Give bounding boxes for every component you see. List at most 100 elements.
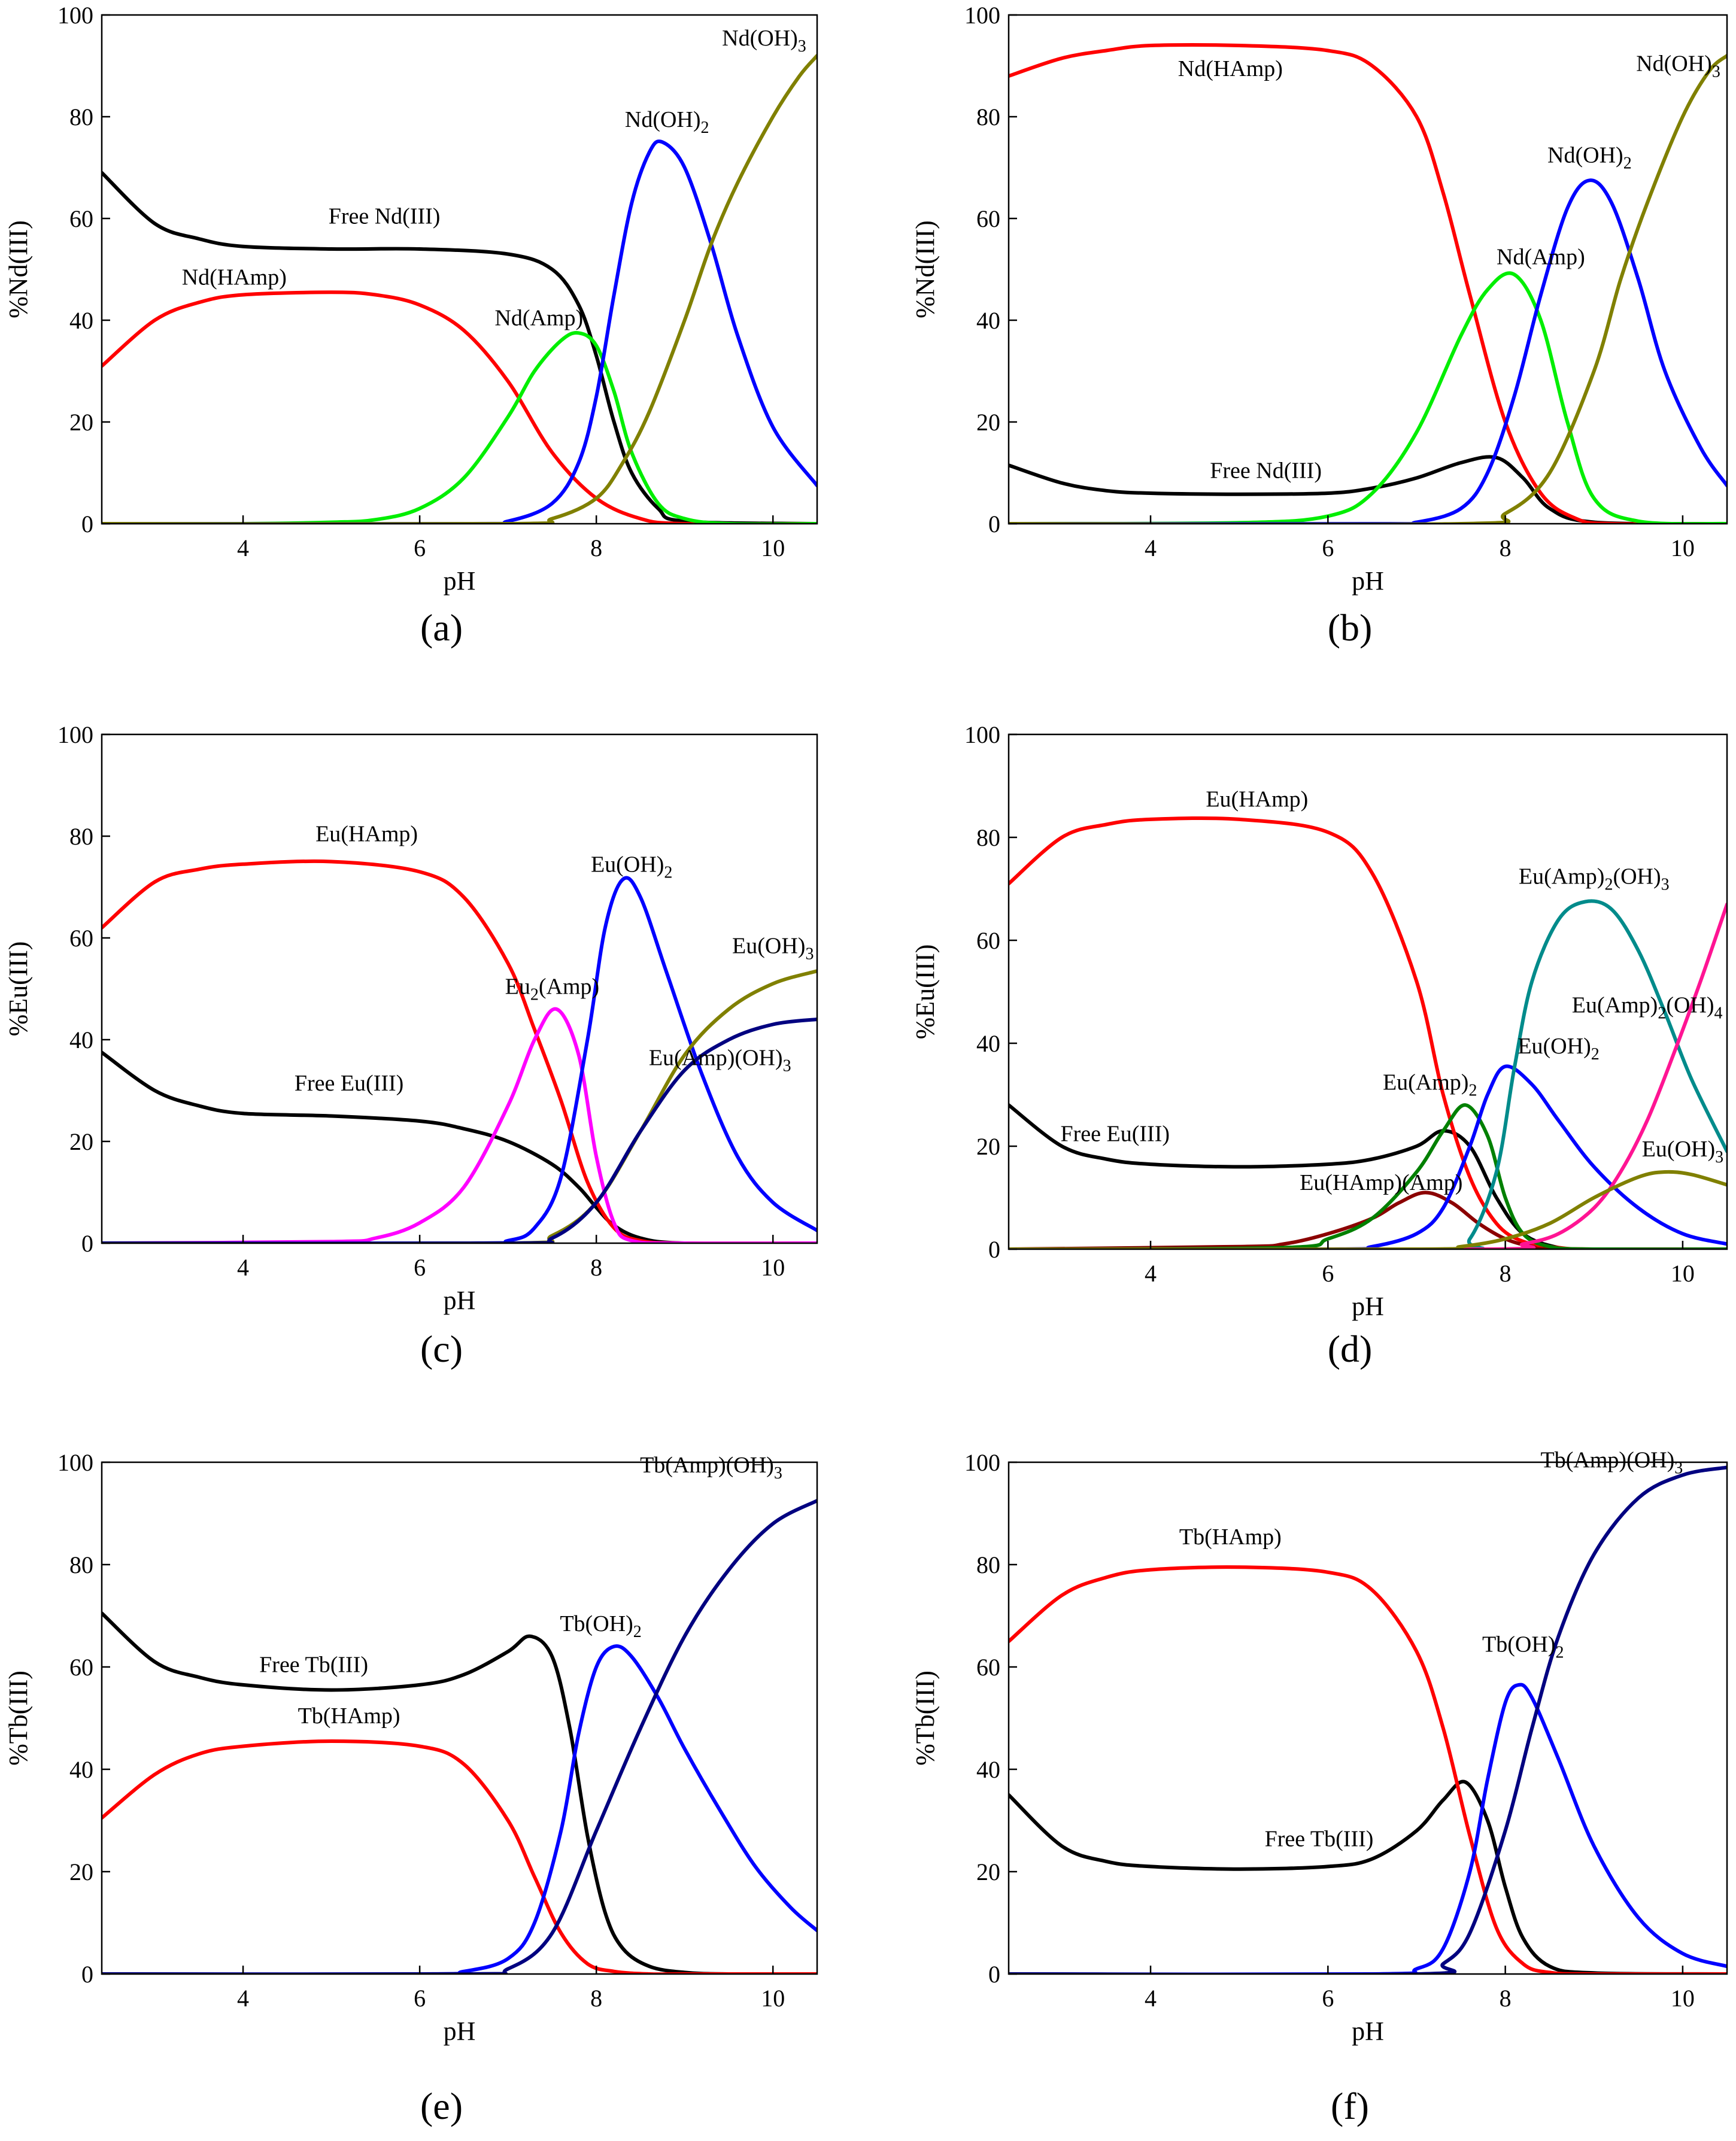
x-tick-label: 6 (414, 535, 426, 561)
curve-label-subscript: 2 (1623, 154, 1632, 173)
curve-label-text: Eu(OH) (1518, 1034, 1591, 1059)
curve-label: Tb(HAmp) (1179, 1524, 1282, 1550)
curve-label-text: Free Eu(III) (295, 1071, 404, 1096)
series-line-nd-hamp (1009, 42, 1727, 524)
curve-label: Eu(Amp)(OH)3 (649, 1046, 791, 1076)
y-tick-label: 100 (964, 721, 1000, 748)
x-tick-label: 8 (590, 1254, 602, 1281)
x-tick-label: 4 (1145, 1985, 1157, 2012)
panel-label: (d) (1328, 1328, 1373, 1370)
curve-label: Free Nd(III) (1210, 458, 1322, 484)
series-line-eu-hamp-amp (1009, 1191, 1727, 1249)
x-tick-label: 8 (1500, 535, 1512, 561)
chart-panel-c: 0 20 40 60 80 100 4 6 8 10 pH %Eu(III) (c) Eu(HAmp) Fr… (4, 721, 818, 1370)
x-tick-label: 4 (237, 1985, 249, 2012)
curve-label: Free Nd(III) (329, 204, 441, 229)
x-axis-label: pH (444, 566, 476, 596)
curve-label-text: Tb(OH) (560, 1611, 633, 1636)
curve-label-text: (OH) (1666, 992, 1714, 1018)
curve-label: Nd(Amp) (1497, 245, 1585, 270)
panel-label: (b) (1328, 606, 1373, 649)
series-line-tb-amp-oh-3 (102, 1499, 817, 1974)
curve-label-text: Eu(HAmp) (1206, 786, 1308, 812)
chart-panel-b: 0 20 40 60 80 100 4 6 8 10 pH %Nd(III) (b) Nd(HAmp) Fr… (911, 2, 1728, 649)
series-line-nd-oh-2 (102, 139, 817, 524)
curve-label-subscript: 2 (530, 986, 539, 1004)
plot-frame (1007, 1461, 1728, 1975)
curve-label-subscript: 2 (701, 119, 709, 137)
y-tick-label: 80 (976, 1551, 1000, 1578)
series-line-tb-hamp (1009, 1565, 1727, 1974)
series-line-eu-amp-2-oh-4 (1009, 902, 1727, 1249)
curve-label-text: Tb(Amp)(OH) (1541, 1448, 1675, 1473)
curve-label: Eu(OH)2 (1518, 1034, 1599, 1064)
curve-label-subscript: 3 (1674, 1459, 1683, 1478)
panel-label: (f) (1331, 2085, 1369, 2127)
y-tick-label: 100 (57, 721, 93, 748)
y-tick-label: 40 (69, 1756, 93, 1783)
curve-label: Free Tb(III) (1265, 1826, 1374, 1851)
curve-label-subscript: 3 (1661, 875, 1670, 894)
x-tick-label: 10 (761, 535, 785, 561)
series-line-nd-oh-3 (102, 54, 817, 524)
curve-label-text: (Amp) (539, 974, 599, 1000)
y-tick-label: 60 (69, 205, 93, 232)
series-line-nd-oh-2 (1009, 178, 1727, 524)
y-tick-label: 20 (69, 1858, 93, 1885)
curve-label: Tb(OH)2 (560, 1611, 641, 1641)
curve-label: Eu(Amp)2 (1383, 1070, 1477, 1100)
curve-label-text: Eu (505, 974, 530, 1000)
curve-label: Nd(HAmp) (1178, 56, 1283, 81)
curve-label: Nd(OH)3 (722, 26, 806, 56)
curve-label-text: Eu(Amp)(OH) (649, 1046, 783, 1071)
series-line-nd-amp (1009, 271, 1727, 524)
curve-label: Free Tb(III) (259, 1653, 368, 1678)
curve-label-subscript: 3 (1715, 1148, 1723, 1167)
curve-label-text: Free Nd(III) (329, 204, 441, 229)
series-group (1009, 42, 1727, 524)
x-tick-label: 4 (237, 1254, 249, 1281)
y-tick-label: 80 (976, 824, 1000, 851)
x-tick-label: 4 (1145, 535, 1157, 561)
y-tick-label: 0 (81, 1230, 93, 1257)
curve-label-text: Nd(Amp) (1497, 245, 1585, 270)
panel-label: (a) (420, 606, 463, 649)
curve-label: Nd(Amp) (494, 306, 583, 331)
x-tick-label: 10 (1671, 1260, 1695, 1287)
y-tick-label: 100 (964, 1449, 1000, 1476)
curve-label: Nd(HAmp) (182, 265, 287, 290)
curve-label-text: Eu(Amp) (1383, 1070, 1469, 1095)
x-tick-label: 10 (1671, 1985, 1695, 2012)
curve-label: Eu(HAmp) (1206, 786, 1308, 812)
y-tick-label: 60 (976, 1654, 1000, 1681)
curve-label-text: Nd(HAmp) (1178, 56, 1283, 81)
curve-label-subscript: 3 (783, 1057, 791, 1076)
chart-panel-e: 0 20 40 60 80 100 4 6 8 10 pH %Tb(III) (e) Free Tb(II… (4, 1449, 818, 2127)
curve-label-subscript: 3 (1712, 63, 1720, 81)
curve-label-text: Eu(HAmp) (315, 822, 418, 847)
curve-label-text: Tb(HAmp) (1179, 1524, 1282, 1550)
curve-label: Eu(HAmp) (315, 822, 418, 847)
y-tick-label: 40 (976, 307, 1000, 334)
curve-label-text: Free Tb(III) (259, 1653, 368, 1678)
curve-label-subscript: 2 (633, 1623, 642, 1641)
y-axis-label: %Nd(III) (911, 220, 940, 318)
y-tick-label: 0 (81, 1961, 93, 1988)
curve-label-text: Nd(OH) (1636, 51, 1712, 77)
curve-label-text: Eu(Amp) (1519, 864, 1605, 889)
x-axis-label: pH (1352, 566, 1384, 596)
x-tick-label: 6 (1322, 1260, 1334, 1287)
curve-label: Nd(OH)3 (1636, 51, 1720, 81)
chart-panel-d: 0 20 40 60 80 100 4 6 8 10 pH %Eu(III) (d) Eu(HAmp) Fr… (911, 721, 1728, 1370)
y-tick-label: 60 (976, 927, 1000, 954)
curve-label: Free Eu(III) (1061, 1121, 1170, 1146)
curve-label: Eu(Amp)2(OH)3 (1519, 864, 1670, 894)
plot-frame (101, 733, 818, 1244)
y-tick-label: 40 (976, 1756, 1000, 1783)
curve-label: Eu(OH)3 (732, 934, 814, 964)
curve-label-subscript: 2 (1555, 1643, 1564, 1662)
y-tick-label: 60 (976, 205, 1000, 232)
curve-label-text: Eu(OH) (591, 852, 664, 877)
y-tick-label: 80 (976, 104, 1000, 130)
